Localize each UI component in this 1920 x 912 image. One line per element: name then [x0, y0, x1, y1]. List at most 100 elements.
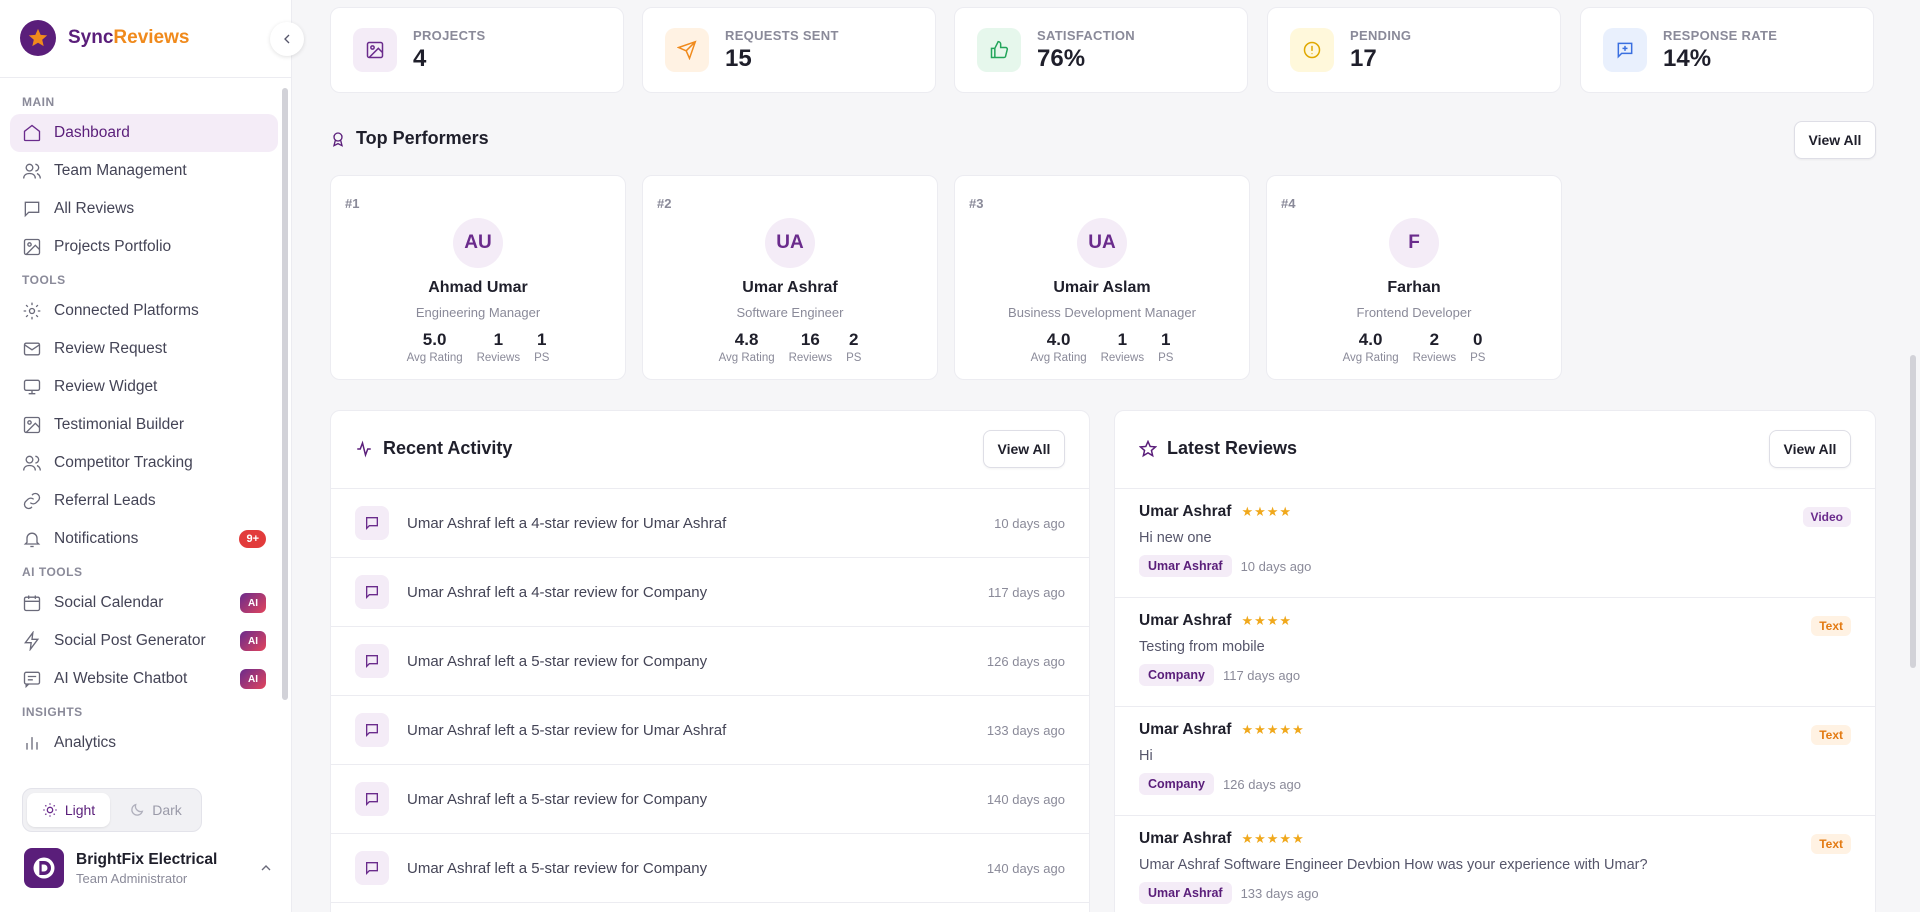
- stat-value: 15: [725, 44, 752, 72]
- panel-header: Latest Reviews View All: [1115, 411, 1875, 489]
- ps-value: 0: [1473, 330, 1483, 349]
- review-time: 133 days ago: [1240, 885, 1319, 901]
- brand-name: SyncReviews: [68, 27, 190, 48]
- review-time: 117 days ago: [1222, 667, 1301, 683]
- recent-activity-view-all-button[interactable]: View All: [983, 430, 1065, 468]
- list-item[interactable]: Umar Ashraf left a 5-star review for Com…: [331, 765, 1089, 834]
- sidebar-item-label: Dashboard: [54, 124, 130, 141]
- image-icon: [23, 238, 41, 256]
- list-item[interactable]: Umar Ashraf left a 4-star review for Uma…: [331, 489, 1089, 558]
- avg-rating-value: 4.0: [1046, 330, 1071, 349]
- users-icon: [23, 455, 41, 471]
- ai-badge: AI: [240, 631, 266, 651]
- review-target-tag: Umar Ashraf: [1139, 555, 1232, 577]
- review-text: Testing from mobile: [1139, 639, 1265, 655]
- activity-text: Umar Ashraf left a 5-star review for Com…: [407, 652, 708, 670]
- mail-icon: [23, 342, 41, 356]
- reviews-label: Reviews: [788, 352, 833, 364]
- sidebar-item-projects-portfolio[interactable]: Projects Portfolio: [10, 228, 278, 266]
- message-icon: [355, 575, 389, 609]
- sidebar-item-label: Testimonial Builder: [54, 416, 185, 433]
- list-item[interactable]: Umar Ashraf ★★★★ Hi new one Umar Ashraf 10…: [1115, 489, 1875, 598]
- avg-rating-value: 5.0: [422, 330, 447, 349]
- gear-icon: [23, 302, 41, 320]
- review-text: Hi new one: [1139, 530, 1212, 546]
- review-target-tag: Umar Ashraf: [1139, 882, 1232, 904]
- nav-section-tools: TOOLS: [22, 273, 66, 287]
- list-item[interactable]: Umar Ashraf ★★★★ Testing from mobile Comp…: [1115, 598, 1875, 707]
- bolt-icon: [24, 631, 40, 651]
- main-scrollbar[interactable]: [1910, 355, 1916, 668]
- theme-dark-button[interactable]: Dark: [114, 793, 197, 827]
- ps-label: PS: [846, 352, 862, 364]
- list-item[interactable]: Umar Ashraf left a 5-star review for Com…: [331, 834, 1089, 903]
- performer-rank: #4: [1281, 196, 1296, 211]
- ps-label: PS: [534, 352, 550, 364]
- performer-card[interactable]: #1 AU Ahmad Umar Engineering Manager 5.0…: [330, 175, 626, 380]
- sidebar-item-all-reviews[interactable]: All Reviews: [10, 190, 278, 228]
- list-item[interactable]: Umar Ashraf left a 5-star review for Uma…: [331, 696, 1089, 765]
- performer-card[interactable]: #4 F Farhan Frontend Developer 4.0 Avg Ra…: [1266, 175, 1562, 380]
- star-rating: ★★★★★: [1241, 722, 1305, 737]
- sidebar-item-competitor-tracking[interactable]: Competitor Tracking: [10, 444, 278, 482]
- sidebar-item-dashboard[interactable]: Dashboard: [10, 114, 278, 152]
- list-item[interactable]: Umar Ashraf ★★★★★ Umar Ashraf Software En…: [1115, 816, 1875, 912]
- avg-rating-label: Avg Rating: [406, 352, 463, 364]
- sidebar-item-testimonial-builder[interactable]: Testimonial Builder: [10, 406, 278, 444]
- message-icon: [355, 782, 389, 816]
- star-rating: ★★★★: [1241, 613, 1293, 628]
- ps-value: 1: [1161, 330, 1171, 349]
- performer-card[interactable]: #2 UA Umar Ashraf Software Engineer 4.8 A…: [642, 175, 938, 380]
- sidebar-item-review-request[interactable]: Review Request: [10, 330, 278, 368]
- sidebar-item-referral-leads[interactable]: Referral Leads: [10, 482, 278, 520]
- sidebar-item-social-calendar[interactable]: Social Calendar AI: [10, 584, 278, 622]
- review-type-badge: Text: [1811, 725, 1851, 745]
- sidebar-item-review-widget[interactable]: Review Widget: [10, 368, 278, 406]
- sidebar-scrollbar[interactable]: [282, 88, 288, 700]
- brand-logo[interactable]: SyncReviews: [20, 20, 189, 56]
- review-text: Hi: [1139, 748, 1153, 764]
- sidebar-item-ai-website-chatbot[interactable]: AI Website Chatbot AI: [10, 660, 278, 698]
- review-type-badge: Text: [1811, 834, 1851, 854]
- sidebar-item-connected-platforms[interactable]: Connected Platforms: [10, 292, 278, 330]
- ps-value: 2: [849, 330, 859, 349]
- top-performers-view-all-button[interactable]: View All: [1794, 121, 1876, 159]
- list-item[interactable]: Umar Ashraf ★★★★★ Hi Company 126 days ago …: [1115, 707, 1875, 816]
- message-plus-icon: [1603, 28, 1647, 72]
- nav-section-insights: INSIGHTS: [22, 705, 83, 719]
- sidebar-item-social-post-generator[interactable]: Social Post Generator AI: [10, 622, 278, 660]
- performer-card[interactable]: #3 UA Umair Aslam Business Development M…: [954, 175, 1250, 380]
- stat-card-pending: PENDING 17: [1267, 7, 1561, 93]
- activity-text: Umar Ashraf left a 5-star review for Com…: [407, 859, 708, 877]
- nav-section-ai-tools: AI TOOLS: [22, 565, 83, 579]
- monitor-icon: [23, 379, 41, 395]
- section-title-text: Top Performers: [356, 128, 489, 148]
- list-item[interactable]: Umar Ashraf left a 5-star review for Com…: [331, 627, 1089, 696]
- sidebar-item-team-management[interactable]: Team Management: [10, 152, 278, 190]
- reviewer-name: Umar Ashraf: [1139, 612, 1232, 629]
- section-title-text: Latest Reviews: [1167, 438, 1298, 458]
- sidebar: SyncReviews MAIN Dashboard Team Manageme…: [0, 0, 292, 912]
- users-icon: [23, 163, 41, 179]
- image-icon: [353, 28, 397, 72]
- user-profile-menu[interactable]: BrightFix Electrical Team Administrator: [24, 846, 274, 890]
- list-item[interactable]: Umar Ashraf left a 4-star review for Com…: [331, 558, 1089, 627]
- sidebar-item-notifications[interactable]: Notifications 9+: [10, 520, 278, 558]
- sidebar-item-label: Team Management: [54, 162, 187, 179]
- theme-toggle: Light Dark: [22, 788, 202, 832]
- sidebar-item-label: Review Widget: [54, 378, 158, 395]
- latest-reviews-view-all-button[interactable]: View All: [1769, 430, 1851, 468]
- performer-name: Umair Aslam: [1053, 279, 1151, 296]
- stat-card-requests-sent: REQUESTS SENT 15: [642, 7, 936, 93]
- recent-activity-title: Recent Activity: [355, 438, 512, 459]
- theme-light-button[interactable]: Light: [27, 793, 110, 827]
- reviews-label: Reviews: [476, 352, 521, 364]
- stat-label: SATISFACTION: [1037, 27, 1135, 43]
- sidebar-collapse-button[interactable]: [270, 22, 304, 56]
- message-icon: [355, 644, 389, 678]
- review-text: Umar Ashraf Software Engineer Devbion Ho…: [1139, 857, 1648, 873]
- activity-text: Umar Ashraf left a 4-star review for Uma…: [407, 514, 727, 532]
- sidebar-item-analytics[interactable]: Analytics: [10, 724, 278, 762]
- sidebar-item-label: Analytics: [54, 734, 117, 751]
- message-icon: [355, 506, 389, 540]
